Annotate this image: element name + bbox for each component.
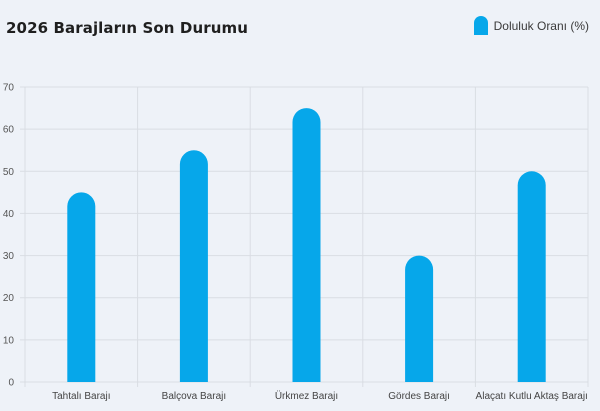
y-tick-label: 50 xyxy=(3,167,15,178)
x-tick-label: Balçova Barajı xyxy=(162,391,226,402)
bar xyxy=(292,108,321,382)
y-tick-label: 10 xyxy=(3,335,15,346)
x-tick-label: Gördes Barajı xyxy=(388,391,450,402)
y-tick-label: 30 xyxy=(3,251,15,262)
y-tick-label: 0 xyxy=(8,378,14,389)
x-tick-label: Alaçatı Kutlu Aktaş Barajı xyxy=(476,391,588,402)
bar xyxy=(67,192,96,382)
bars xyxy=(67,108,546,382)
y-tick-label: 70 xyxy=(3,83,15,94)
y-axis-ticks: 0 10 20 30 40 50 60 70 xyxy=(3,83,15,389)
bar xyxy=(517,171,546,382)
y-tick-label: 20 xyxy=(3,293,15,304)
bar xyxy=(179,150,208,382)
chart-title: 2026 Barajların Son Durumu xyxy=(6,19,249,37)
x-tick-label: Ürkmez Barajı xyxy=(275,390,338,402)
legend-label: Doluluk Oranı (%) xyxy=(493,18,589,33)
x-axis-ticks: Tahtalı Barajı Balçova Barajı Ürkmez Baraj… xyxy=(52,390,588,402)
y-tick-label: 60 xyxy=(3,125,15,136)
bar xyxy=(405,255,434,382)
y-tick-label: 40 xyxy=(3,209,15,220)
legend[interactable]: Doluluk Oranı (%) xyxy=(473,16,589,35)
legend-swatch xyxy=(473,16,488,35)
x-tick-label: Tahtalı Barajı xyxy=(52,391,110,402)
